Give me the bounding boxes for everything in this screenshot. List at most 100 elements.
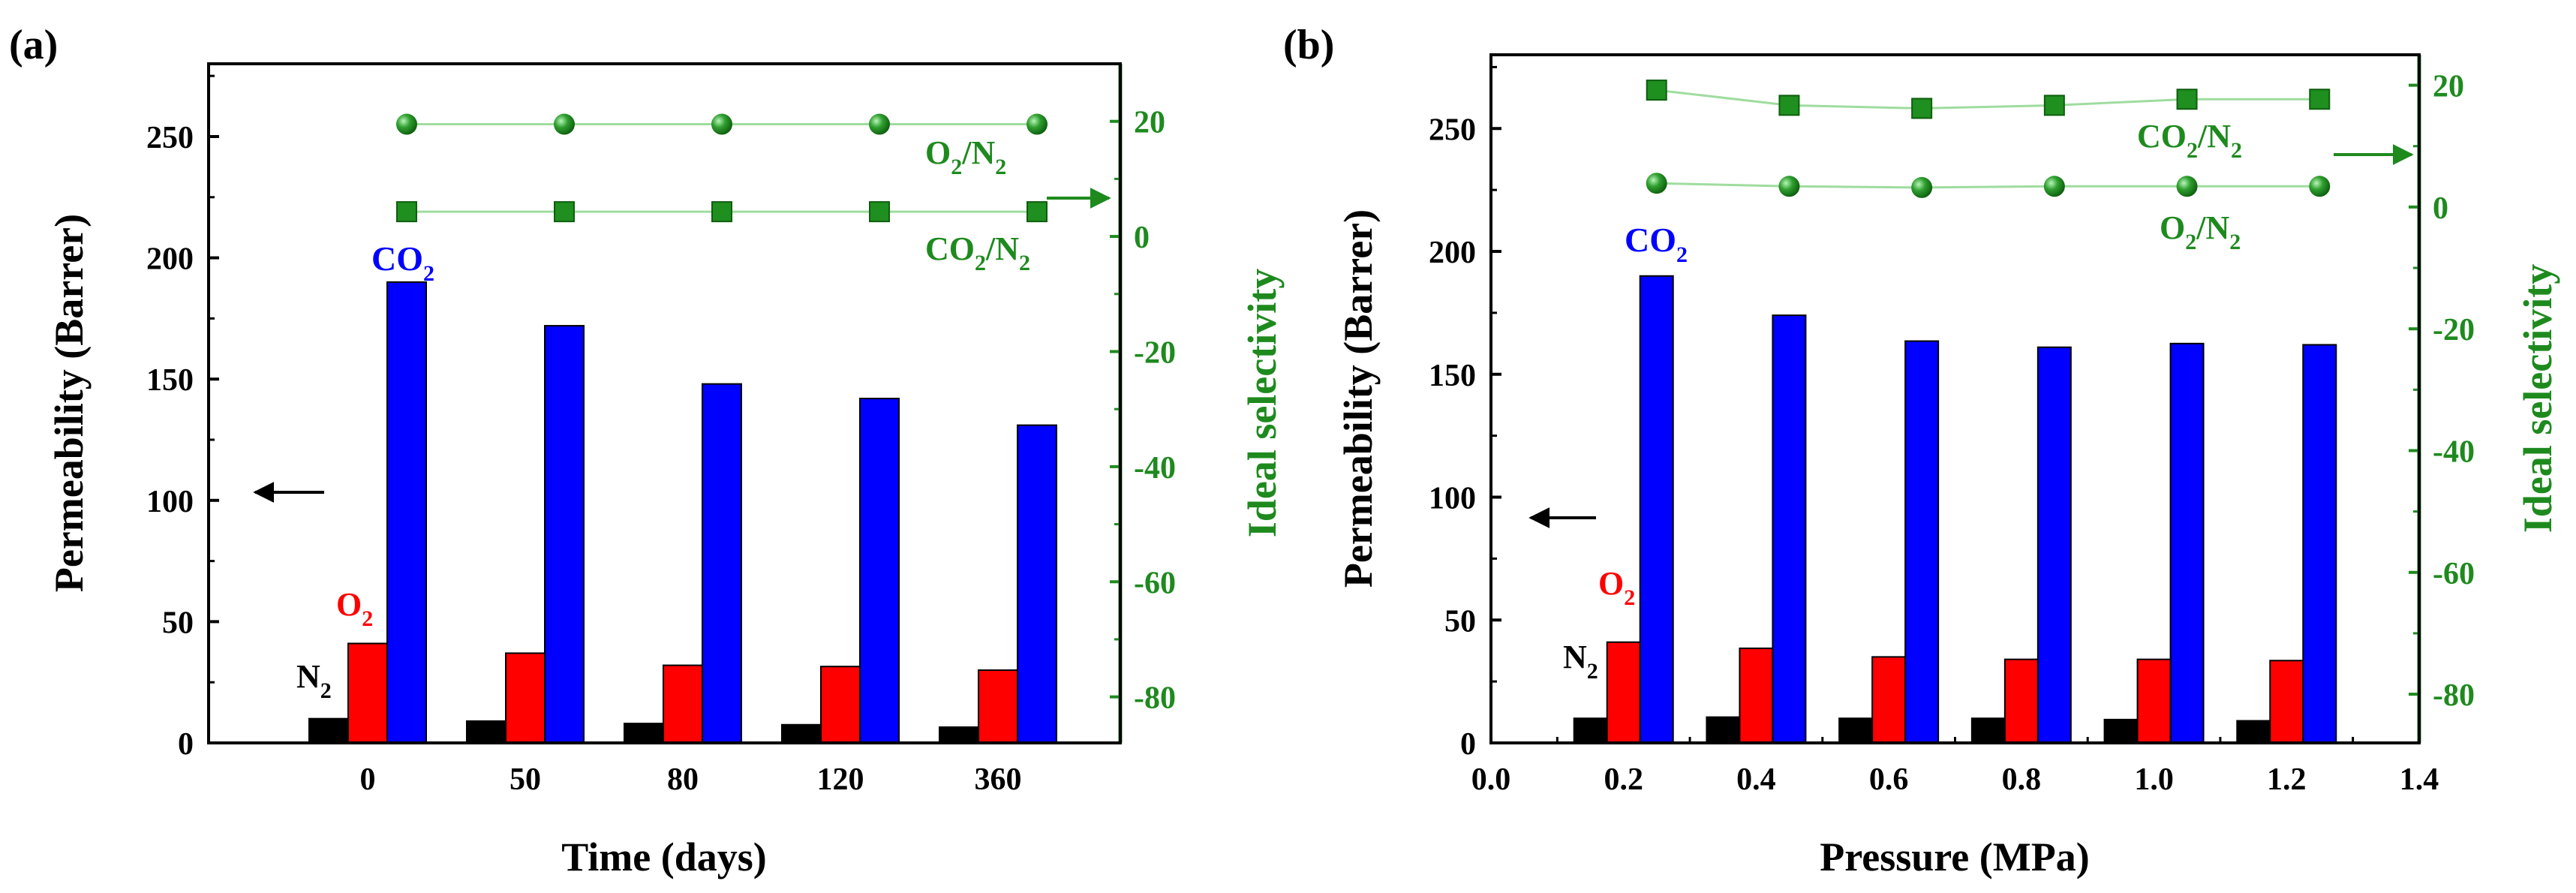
bar-o2-0 [347, 642, 388, 744]
y2-tick-label: 0 [1134, 221, 1150, 255]
marker-o2-n2-4 [1026, 113, 1048, 135]
y2-tick-label: -20 [1134, 335, 1176, 370]
bar-n2-0 [1573, 717, 1608, 744]
marker-co2-n2-2 [711, 201, 732, 223]
bar-n2-4 [2103, 718, 2139, 744]
marker-co2-n2-4 [2176, 89, 2198, 110]
panel-b-o2-label: O2 [1598, 565, 1635, 610]
marker-co2-n2-2 [1911, 98, 1933, 119]
marker-co2-n2-5 [2309, 89, 2331, 110]
x-tick-label: 120 [817, 762, 864, 797]
marker-co2-n2-4 [1026, 201, 1048, 223]
y2-tick-label: -80 [2433, 678, 2475, 713]
marker-co2-n2-1 [554, 201, 575, 223]
y-tick-label: 100 [146, 485, 194, 519]
bar-n2-0 [308, 717, 349, 744]
line-co2-n2 [1656, 89, 2320, 110]
bar-co2-4 [2169, 342, 2205, 744]
marker-co2-n2-3 [2043, 95, 2065, 116]
y-tick-label: 200 [146, 242, 194, 277]
panel-b: (b) 0 50 100 150 200 250 -80 -60 -40 -20 0 20 0.0 0.2… [1283, 22, 2560, 879]
panel-a-label: (a) [9, 22, 58, 68]
marker-o2-n2-2 [711, 113, 732, 135]
y-tick-label: 150 [146, 363, 194, 398]
bar-n2-2 [1838, 717, 1874, 744]
marker-co2-n2-0 [396, 201, 417, 223]
y-tick-label: 50 [1444, 604, 1476, 639]
panel-a-co2n2-label: CO2/N2 [925, 230, 1030, 275]
bar-n2-3 [781, 723, 822, 744]
marker-co2-n2-3 [869, 201, 890, 223]
panel-a-ylabel: Permeability (Barrer) [47, 214, 92, 592]
bar-co2-2 [702, 383, 742, 744]
marker-o2-n2-0 [396, 113, 417, 135]
bar-co2-3 [2036, 346, 2072, 744]
bar-o2-1 [505, 652, 546, 744]
x-tick-label: 1.0 [2134, 762, 2174, 797]
y-tick-label: 50 [162, 606, 194, 640]
marker-co2-n2-1 [1778, 95, 1800, 116]
bar-o2-4 [2136, 658, 2172, 744]
line-o2-n2 [1656, 182, 2320, 189]
panel-b-o2n2-label: O2/N2 [2160, 209, 2241, 254]
y-tick-label: 0 [178, 727, 194, 762]
y-tick-label: 200 [1429, 236, 1476, 270]
bar-co2-0 [386, 281, 427, 744]
panel-a-frame [207, 62, 1122, 744]
panel-b-ylabel: Permeability (Barrer) [1336, 209, 1381, 588]
x-tick-label: 80 [667, 762, 699, 797]
marker-o2-n2-0 [1646, 173, 1667, 194]
panel-a-xlabel: Time (days) [561, 834, 767, 879]
marker-o2-n2-1 [554, 113, 575, 135]
bar-o2-5 [2269, 660, 2304, 744]
marker-o2-n2-3 [2043, 176, 2065, 197]
bar-n2-3 [1970, 717, 2006, 744]
y-tick-label: 100 [1429, 482, 1476, 516]
bar-o2-1 [1739, 647, 1774, 744]
x-tick-label: 50 [509, 762, 541, 797]
y2-tick-label: -60 [1134, 566, 1176, 600]
bar-o2-4 [978, 669, 1018, 744]
panel-b-xlabel: Pressure (MPa) [1820, 834, 2089, 879]
x-tick-label: 0.0 [1471, 762, 1511, 797]
bar-co2-5 [2302, 344, 2337, 744]
x-tick-label: 0.6 [1869, 762, 1909, 797]
x-tick-label: 1.4 [2400, 762, 2439, 797]
bar-o2-3 [820, 666, 861, 744]
panel-a-o2n2-label: O2/N2 [925, 134, 1006, 179]
y2-tick-label: -20 [2433, 313, 2475, 347]
y2-tick-label: 20 [2433, 70, 2464, 104]
bar-co2-3 [859, 398, 900, 744]
panel-b-label: (b) [1283, 22, 1334, 68]
bar-o2-3 [2003, 658, 2039, 744]
panel-a-n2-label: N2 [296, 658, 332, 703]
panel-b-co2-label: CO2 [1625, 221, 1688, 267]
x-tick-label: 1.2 [2267, 762, 2307, 797]
y2-tick-label: -80 [1134, 681, 1176, 716]
y-tick-label: 250 [146, 121, 194, 155]
marker-co2-n2-0 [1646, 80, 1667, 101]
bar-o2-2 [1871, 656, 1907, 744]
y-tick-label: 250 [1429, 113, 1476, 147]
panel-a-y2label: Ideal selectivity [1240, 269, 1285, 537]
bar-co2-1 [1772, 314, 1807, 744]
panel-b-co2n2-label: CO2/N2 [2137, 118, 2242, 163]
x-tick-label: 0 [360, 762, 376, 797]
y-tick-label: 0 [1460, 727, 1476, 762]
bar-n2-1 [1706, 716, 1741, 744]
x-tick-label: 0.2 [1604, 762, 1643, 797]
y2-tick-label: -40 [2433, 434, 2475, 469]
y-tick-label: 150 [1429, 359, 1476, 393]
bar-o2-0 [1606, 641, 1641, 744]
marker-o2-n2-4 [2176, 176, 2198, 197]
bar-o2-2 [663, 664, 703, 744]
bar-co2-1 [544, 325, 585, 744]
panel-a-co2-label: CO2 [371, 239, 434, 286]
y2-tick-label: 20 [1134, 106, 1165, 140]
x-tick-label: 360 [975, 762, 1022, 797]
bar-n2-1 [466, 720, 506, 744]
y2-tick-label: -40 [1134, 451, 1176, 486]
bar-co2-4 [1017, 424, 1057, 744]
